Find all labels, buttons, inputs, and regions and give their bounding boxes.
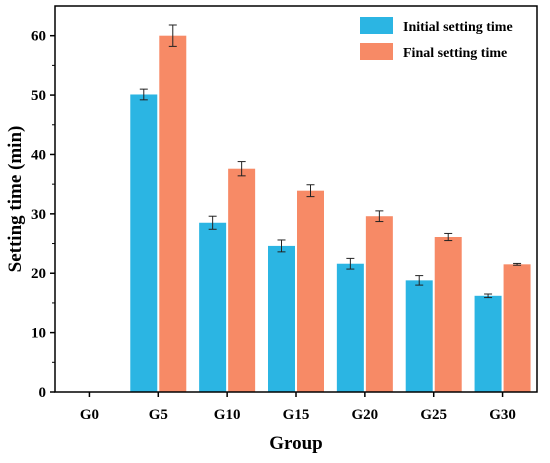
y-tick-label: 10 <box>31 326 46 342</box>
bars-layer <box>130 35 531 392</box>
bar-initial-g10 <box>199 222 227 392</box>
legend-swatch-final <box>360 43 393 60</box>
x-tick-label: G0 <box>80 407 99 423</box>
x-tick-label: G30 <box>489 407 516 423</box>
y-tick-label: 20 <box>31 266 46 282</box>
bar-initial-g5 <box>130 94 158 392</box>
x-tick-label: G10 <box>214 407 241 423</box>
bar-final-g25 <box>434 237 462 392</box>
bar-final-g30 <box>503 264 531 392</box>
x-tick-label: G25 <box>420 407 447 423</box>
error-bars-layer <box>139 24 522 299</box>
bar-final-g15 <box>297 190 324 392</box>
bar-initial-g30 <box>474 295 502 392</box>
bar-initial-g25 <box>405 280 433 392</box>
ticks-layer: G0 G5 G10 G15 G20 G25 G30 0 10 20 30 40 50 60 <box>31 29 516 423</box>
x-tick-label: G5 <box>149 407 168 423</box>
y-tick-label: 60 <box>31 29 46 45</box>
legend-swatch-initial <box>360 17 393 34</box>
bar-final-g5 <box>159 35 187 392</box>
y-tick-label: 50 <box>31 88 46 104</box>
bar-initial-g20 <box>336 263 364 392</box>
bar-final-g20 <box>365 216 393 392</box>
y-axis-title: Setting time (min) <box>5 126 26 273</box>
bar-final-g10 <box>228 168 256 392</box>
x-tick-label: G20 <box>352 407 379 423</box>
legend: Initial setting time Final setting time <box>360 17 513 61</box>
legend-label-initial: Initial setting time <box>403 20 513 35</box>
y-tick-label: 30 <box>31 207 46 223</box>
x-tick-label: G15 <box>283 407 310 423</box>
y-tick-label: 0 <box>39 385 47 401</box>
y-tick-label: 40 <box>31 147 46 163</box>
bar-initial-g15 <box>268 245 295 392</box>
x-axis-title: Group <box>269 433 323 454</box>
legend-label-final: Final setting time <box>403 46 507 61</box>
